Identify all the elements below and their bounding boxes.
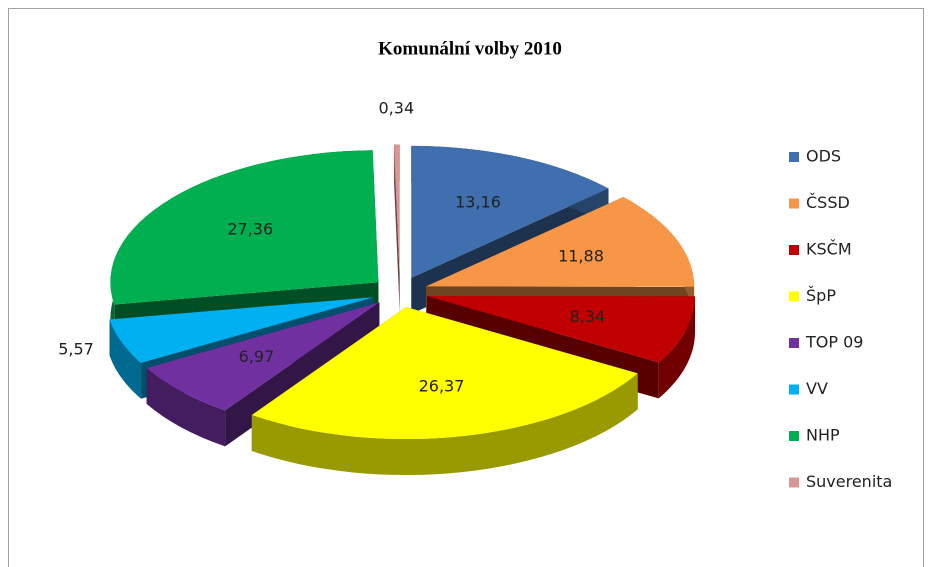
legend: ODS ČSSD KSČM ŠpP TOP 09 VV NHP Suverenita xyxy=(789,147,892,491)
slice-top xyxy=(251,307,638,440)
legend-label: ČSSD xyxy=(806,193,850,212)
slice-top xyxy=(146,302,380,411)
pie: 13,16 11,88 8,34 26,37 6,97 5,57 27,36 0,34 xyxy=(58,98,696,476)
legend-label: NHP xyxy=(806,426,840,445)
slice-wall xyxy=(251,373,638,476)
slice-top xyxy=(426,197,695,287)
data-label: 26,37 xyxy=(419,376,465,395)
legend-swatch xyxy=(789,477,799,488)
pie-slice xyxy=(393,144,400,313)
legend-label: KSČM xyxy=(806,240,852,259)
data-label: 6,97 xyxy=(239,347,275,366)
chart-title: Komunální volby 2010 xyxy=(378,38,562,59)
legend-swatch xyxy=(789,245,799,255)
legend-label: ŠpP xyxy=(806,286,836,305)
legend-label: VV xyxy=(806,379,828,398)
data-label: 27,36 xyxy=(227,220,273,239)
slice-top xyxy=(393,144,400,277)
pie-slice xyxy=(251,307,638,476)
slice-wall xyxy=(146,367,226,447)
slice-top xyxy=(427,296,696,363)
legend-label: Suverenita xyxy=(806,472,892,491)
slice-side xyxy=(393,144,400,313)
slice-top xyxy=(110,150,379,305)
legend-swatch xyxy=(789,384,799,395)
pie-slice xyxy=(426,197,695,323)
data-label: 0,34 xyxy=(379,98,415,117)
legend-swatch xyxy=(789,291,799,302)
data-label: 11,88 xyxy=(558,246,604,265)
slice-top xyxy=(109,297,374,363)
slice-wall xyxy=(109,319,142,399)
legend-label: ODS xyxy=(806,147,841,166)
legend-swatch xyxy=(789,198,799,209)
legend-swatch xyxy=(789,338,799,348)
legend-swatch xyxy=(789,431,799,441)
data-label: 8,34 xyxy=(570,307,606,326)
legend-label: TOP 09 xyxy=(805,333,863,352)
slice-top xyxy=(411,145,609,278)
data-label: 13,16 xyxy=(455,192,501,211)
legend-swatch xyxy=(789,152,799,162)
data-label: 5,57 xyxy=(58,339,94,358)
slice-wall xyxy=(658,296,696,399)
